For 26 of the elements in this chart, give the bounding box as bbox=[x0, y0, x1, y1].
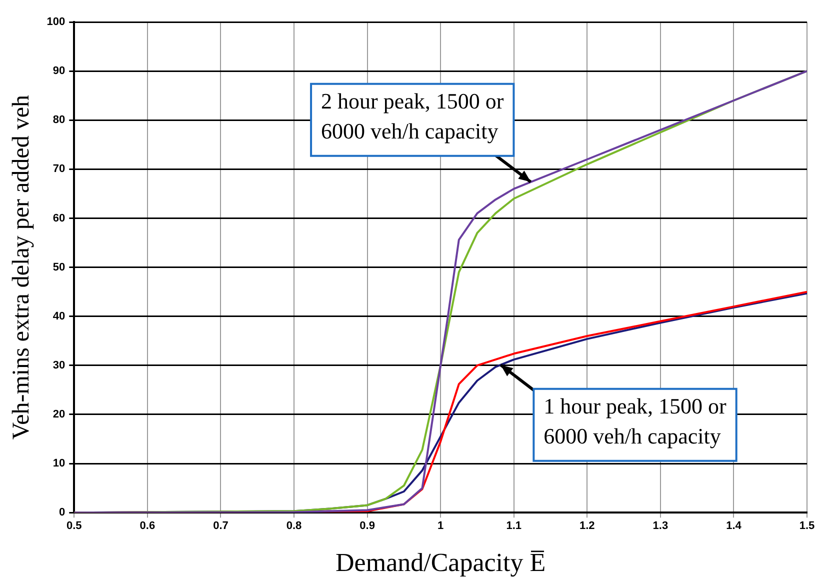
y-tick-label: 20 bbox=[52, 408, 66, 421]
x-tick-label: 1.3 bbox=[652, 520, 668, 532]
y-tick-label: 0 bbox=[59, 506, 66, 519]
x-tick-label: 0.5 bbox=[66, 520, 82, 532]
x-tick-label: 0.9 bbox=[360, 520, 375, 532]
x-tick-label: 1.4 bbox=[726, 520, 742, 532]
y-axis-title: Veh-mins extra delay per added veh bbox=[8, 95, 35, 440]
x-tick-label: 0.8 bbox=[286, 520, 302, 532]
x-tick-label: 0.6 bbox=[140, 520, 156, 532]
x-axis-title: Demand/Capacity E̅ bbox=[336, 548, 546, 578]
x-tick-label: 1.5 bbox=[799, 520, 815, 532]
y-tick-label: 50 bbox=[52, 261, 66, 274]
y-tick-label: 80 bbox=[52, 114, 66, 126]
y-tick-label: 70 bbox=[52, 163, 66, 176]
y-tick-label: 90 bbox=[52, 65, 66, 78]
x-tick-label: 1.1 bbox=[506, 520, 522, 532]
y-tick-label: 100 bbox=[46, 16, 66, 28]
y-tick-label: 10 bbox=[52, 458, 66, 470]
y-tick-label: 40 bbox=[52, 310, 66, 322]
x-tick-label: 1.2 bbox=[579, 520, 595, 532]
annotation: 2 hour peak, 1500 or 6000 veh/h capacity bbox=[321, 88, 504, 144]
annotation: 1 hour peak, 1500 or 6000 veh/h capacity bbox=[544, 394, 728, 449]
x-tick-label: 1 bbox=[438, 520, 444, 532]
y-tick-label: 60 bbox=[52, 212, 66, 224]
y-tick-label: 30 bbox=[52, 359, 66, 372]
x-tick-label: 0.7 bbox=[213, 520, 228, 532]
